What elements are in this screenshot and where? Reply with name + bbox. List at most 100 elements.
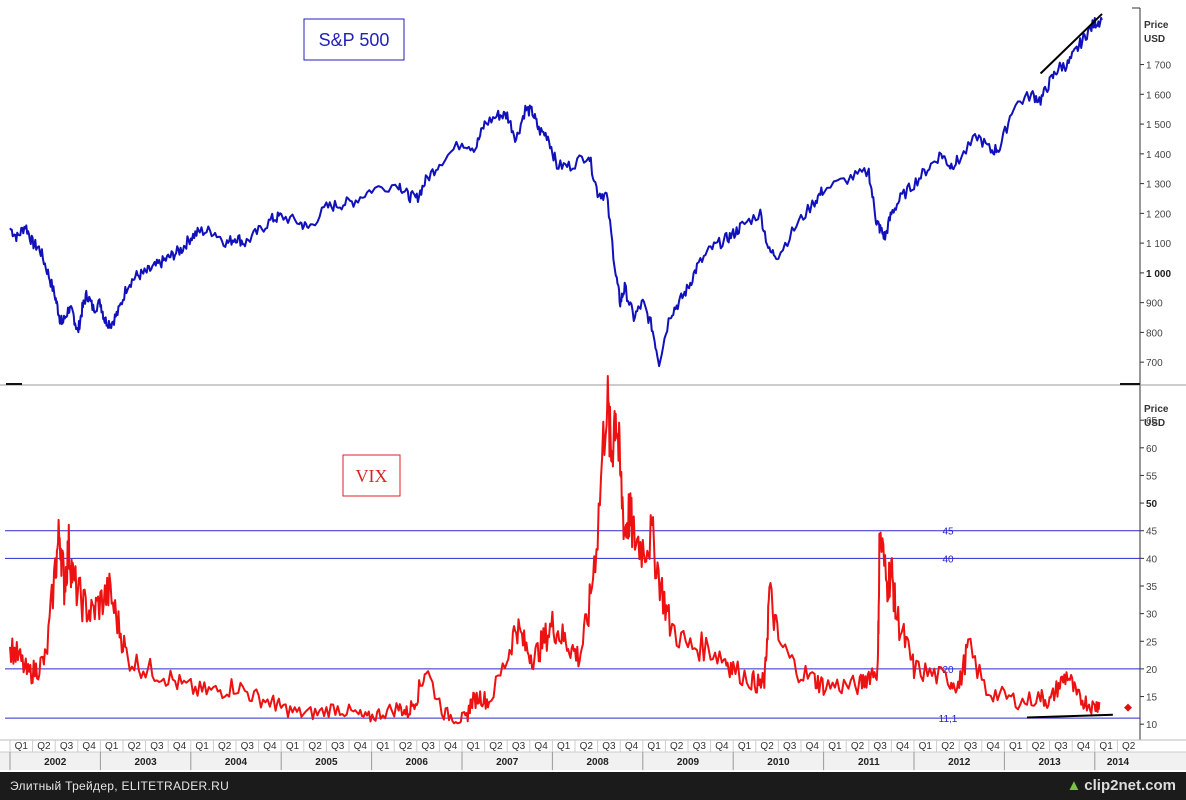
quarter-label: Q3 <box>241 741 255 752</box>
year-label: 2004 <box>225 757 248 768</box>
year-label: 2002 <box>44 757 67 768</box>
upload-arrow-icon: ▲ <box>1066 777 1082 794</box>
quarter-label: Q1 <box>647 741 661 752</box>
vix-tick-label: 25 <box>1146 637 1158 648</box>
quarter-label: Q1 <box>1009 741 1023 752</box>
footer-bar: Элитный Трейдер, ELITETRADER.RU ▲ clip2ne… <box>0 772 1186 800</box>
quarter-label: Q3 <box>873 741 887 752</box>
quarter-label: Q4 <box>715 741 729 752</box>
quarter-label: Q3 <box>964 741 978 752</box>
chart-canvas: Price USD Price USD 1 700 1 600 1 500 1 400… <box>0 7 1186 770</box>
vix-tick-label: 10 <box>1146 720 1158 731</box>
sp500-title: S&P 500 <box>319 30 390 50</box>
sp500-tick-label: 900 <box>1146 299 1163 310</box>
quarter-label: Q2 <box>760 741 774 752</box>
quarter-label: Q1 <box>376 741 390 752</box>
quarter-label: Q3 <box>602 741 616 752</box>
quarter-label: Q4 <box>896 741 910 752</box>
vix-tick-label: 30 <box>1146 610 1158 621</box>
sp500-tick-label: 1 500 <box>1146 120 1171 131</box>
vix-tick-label: 60 <box>1146 444 1158 455</box>
sp500-tick-label: 700 <box>1146 358 1163 369</box>
year-label: 2005 <box>315 757 338 768</box>
quarter-label: Q3 <box>1054 741 1068 752</box>
quarter-label: Q1 <box>828 741 842 752</box>
year-label: 2011 <box>858 757 880 768</box>
quarter-labels: Q1 Q2 Q3 Q4 Q1 Q2 Q3 Q4 Q1 Q2 Q3 Q4 Q1 Q2 Q3 Q4 Q1 Q2 Q3 Q4… <box>9 740 1136 752</box>
vix-horizontal-levels: 45 40 20 11,1 <box>5 527 1140 725</box>
quarter-label: Q3 <box>331 741 345 752</box>
quarter-label: Q4 <box>354 741 368 752</box>
quarter-label: Q1 <box>738 741 752 752</box>
year-label: 2009 <box>677 757 700 768</box>
quarter-label: Q1 <box>557 741 571 752</box>
quarter-label: Q3 <box>60 741 74 752</box>
year-label: 2013 <box>1038 757 1061 768</box>
source-credit: Элитный Трейдер, ELITETRADER.RU <box>10 779 230 793</box>
sp500-y-ticks: 1 700 1 600 1 500 1 400 1 300 1 200 1 100 1 000… <box>1140 61 1171 369</box>
sp500-tick-label: 1 200 <box>1146 209 1171 220</box>
quarter-label: Q2 <box>308 741 322 752</box>
year-labels: 2002 2003 2004 2005 2006 2007 2008 2009 2010 2011… <box>9 752 1130 770</box>
quarter-label: Q1 <box>1099 741 1113 752</box>
vix-tick-label: 50 <box>1146 499 1158 510</box>
vix-trendline <box>1026 713 1113 719</box>
quarter-label: Q4 <box>82 741 96 752</box>
quarter-label: Q1 <box>195 741 209 752</box>
quarter-label: Q1 <box>105 741 119 752</box>
quarter-label: Q3 <box>421 741 435 752</box>
quarter-label: Q3 <box>150 741 164 752</box>
quarter-label: Q2 <box>580 741 594 752</box>
year-label: 2003 <box>134 757 157 768</box>
vix-tick-label: 35 <box>1146 582 1158 593</box>
sp500-tick-label: 1 700 <box>1146 61 1171 72</box>
vix-tick-label: 55 <box>1146 471 1158 482</box>
year-label: 2006 <box>406 757 429 768</box>
sp500-tick-label: 1 100 <box>1146 239 1171 250</box>
vix-tick-label: 20 <box>1146 665 1158 676</box>
year-label: 2014 <box>1107 757 1130 768</box>
quarter-label: Q2 <box>399 741 413 752</box>
vix-ylabel-unit: USD <box>1144 418 1165 429</box>
quarter-label: Q1 <box>15 741 29 752</box>
quarter-label: Q3 <box>783 741 797 752</box>
vix-level-label: 11,1 <box>939 714 958 725</box>
vix-tick-label: 65 <box>1146 416 1158 427</box>
vix-tick-label: 45 <box>1146 527 1158 538</box>
vix-series-line <box>9 375 1101 725</box>
quarter-label: Q4 <box>534 741 548 752</box>
quarter-label: Q2 <box>1032 741 1046 752</box>
year-label: 2008 <box>586 757 609 768</box>
quarter-label: Q2 <box>128 741 142 752</box>
quarter-label: Q1 <box>467 741 481 752</box>
vix-level-label: 45 <box>942 527 954 538</box>
quarter-label: Q2 <box>489 741 503 752</box>
sp500-ylabel-unit: USD <box>1144 34 1165 45</box>
sp500-tick-label: 1 400 <box>1146 150 1171 161</box>
quarter-label: Q4 <box>1077 741 1091 752</box>
quarter-label: Q1 <box>286 741 300 752</box>
vix-title: VIX <box>356 466 388 486</box>
quarter-label: Q2 <box>218 741 232 752</box>
vix-title-box: VIX <box>342 454 401 497</box>
sp500-tick-label: 1 000 <box>1146 269 1171 280</box>
quarter-label: Q3 <box>512 741 526 752</box>
vix-level-label: 40 <box>942 554 954 565</box>
vix-ylabel-price: Price <box>1144 404 1169 415</box>
sp500-tick-label: 800 <box>1146 328 1163 339</box>
vix-tick-label: 40 <box>1146 554 1158 565</box>
quarter-label: Q4 <box>444 741 458 752</box>
vix-level-label: 20 <box>942 665 954 676</box>
quarter-label: Q4 <box>263 741 277 752</box>
vix-y-ticks: 65 60 55 50 45 40 35 30 25 20 15 10 <box>1140 416 1158 731</box>
year-label: 2010 <box>767 757 790 768</box>
quarter-label: Q2 <box>1122 741 1136 752</box>
vix-last-value-marker <box>1124 703 1132 712</box>
quarter-label: Q4 <box>173 741 187 752</box>
sp500-series-line <box>9 16 1103 368</box>
logo-text: clip2net.com <box>1084 777 1176 794</box>
sp500-title-box: S&P 500 <box>303 18 405 61</box>
quarter-label: Q1 <box>919 741 933 752</box>
time-axis <box>0 739 1186 770</box>
sp500-tick-label: 1 600 <box>1146 90 1171 101</box>
